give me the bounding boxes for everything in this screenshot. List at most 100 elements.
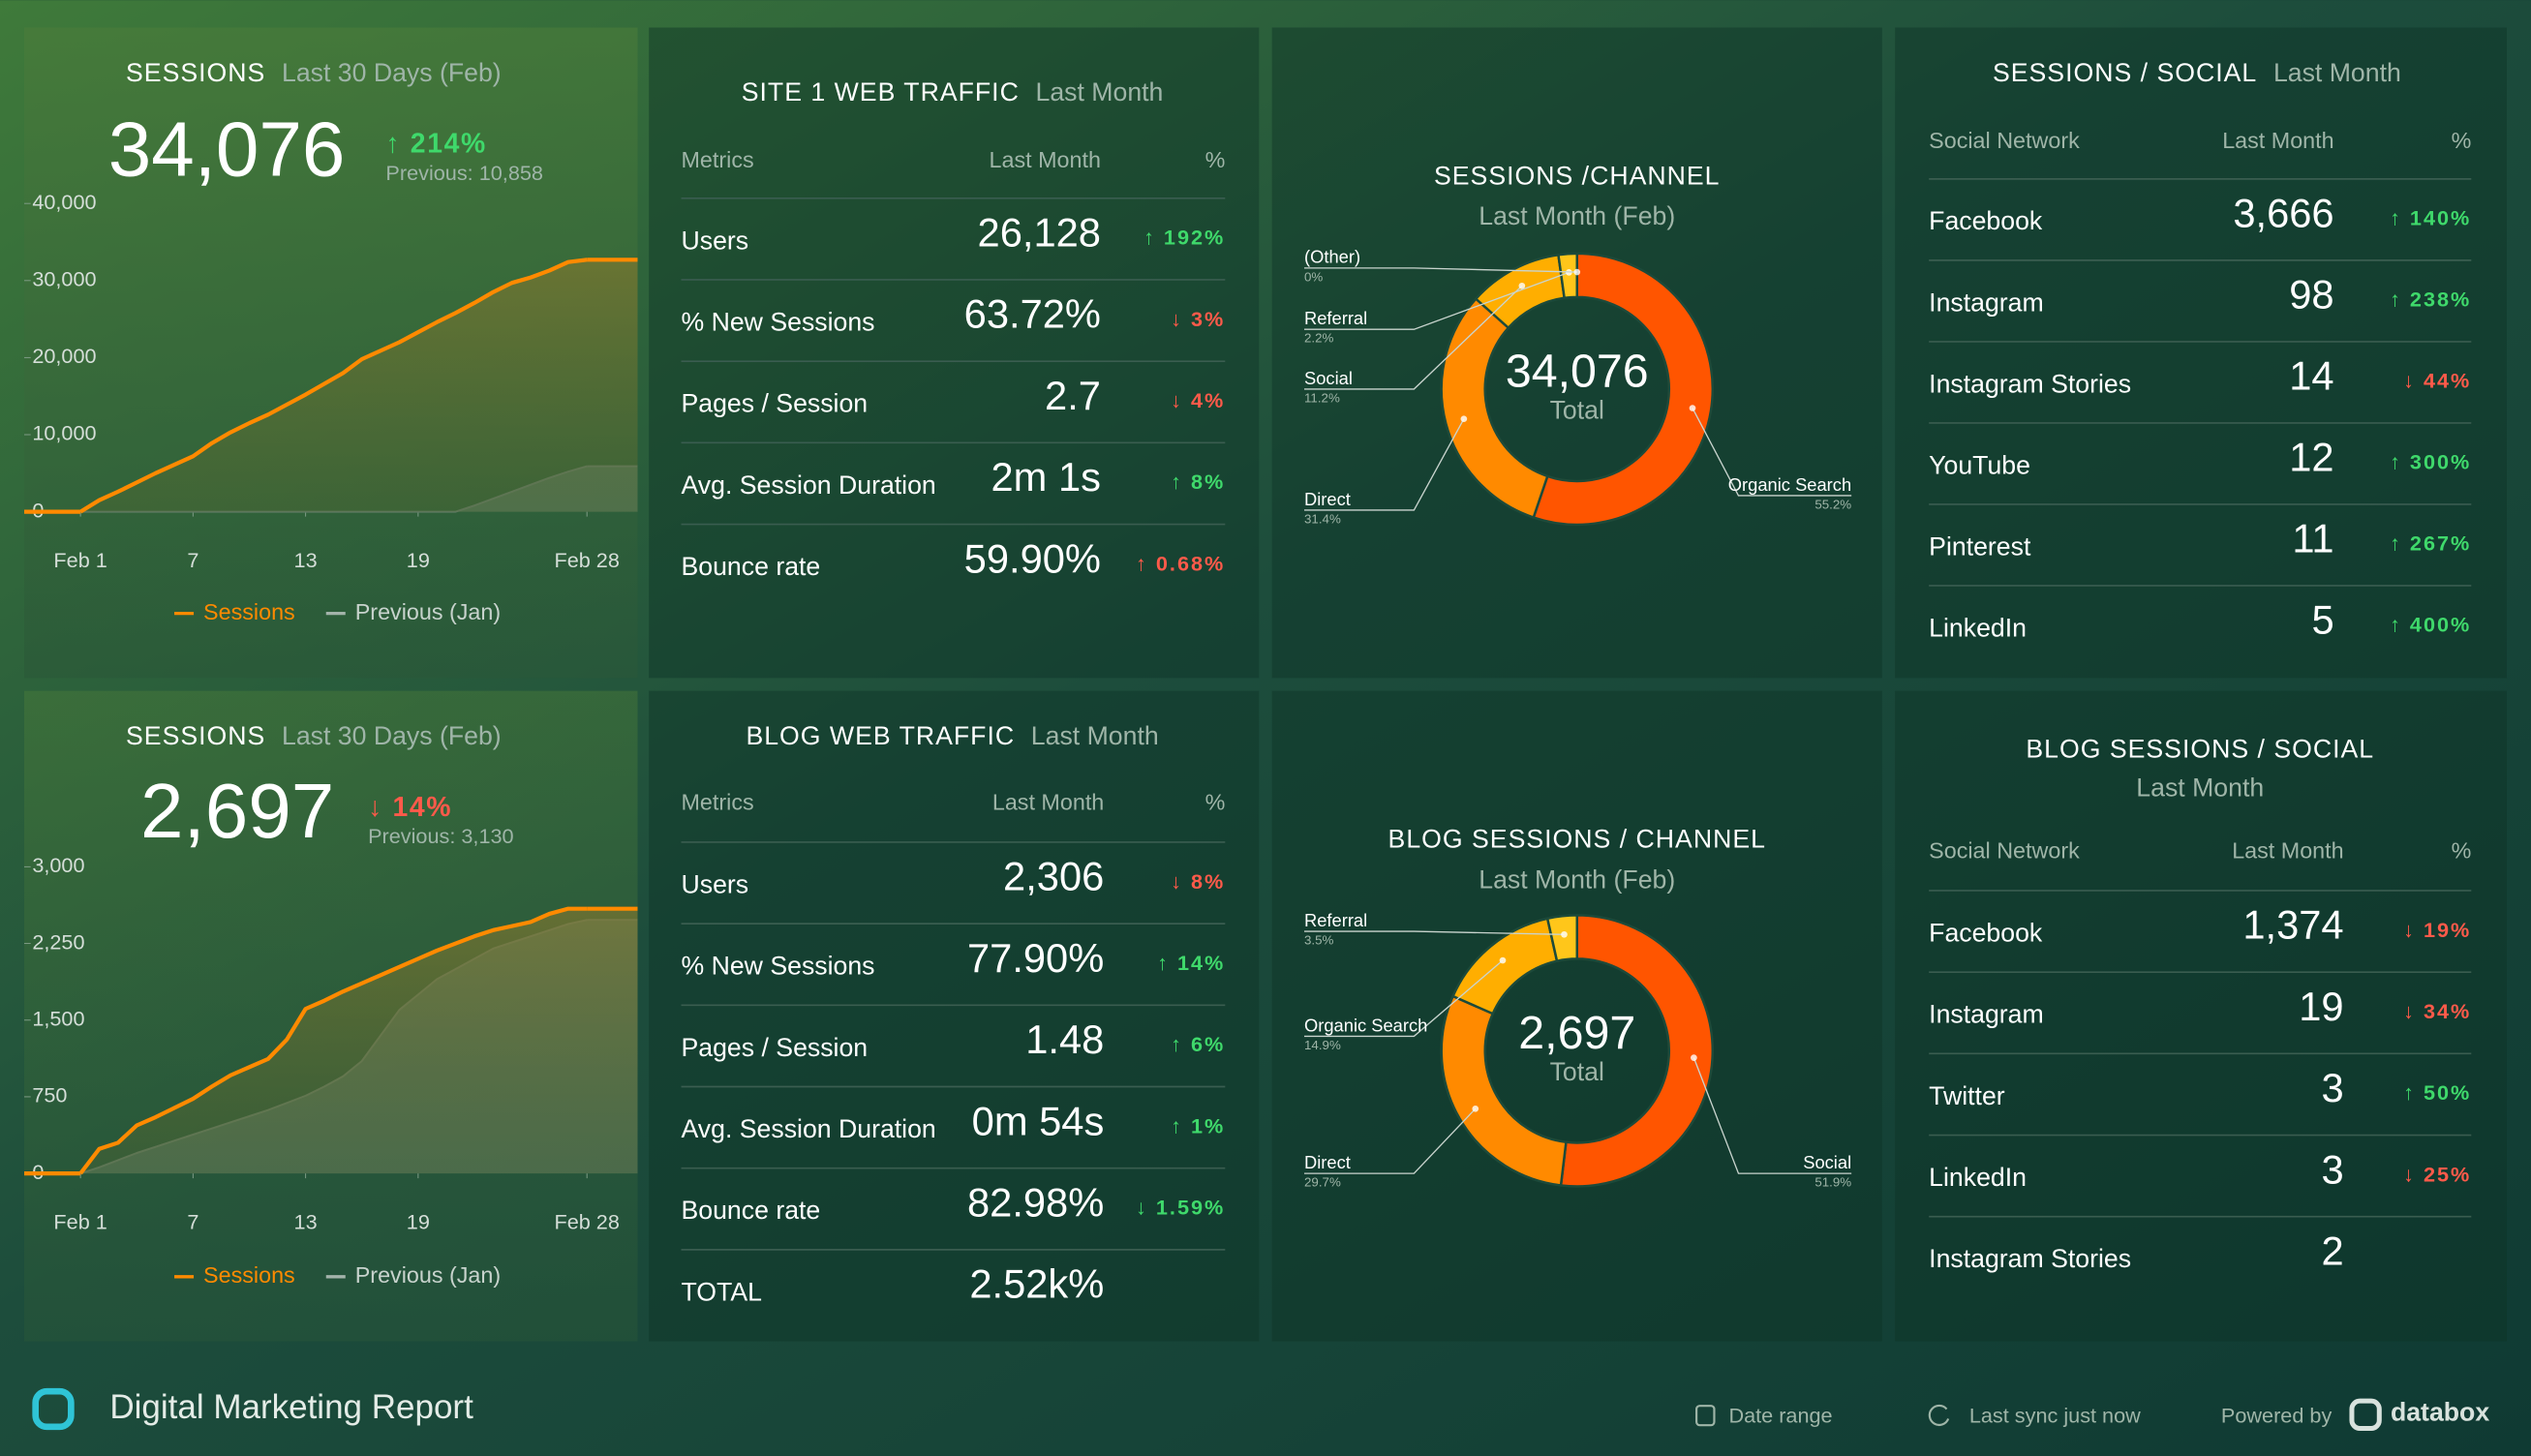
pie-slice [1559,914,1714,1188]
sync-status: Last sync just now [1969,1404,2141,1428]
legend-label: Sessions [203,1262,295,1288]
slice-label: Organic Search [1304,1015,1427,1035]
line-extension [24,906,638,1176]
row-value: 14 [2289,353,2333,399]
legend-label: Sessions [203,599,295,624]
report-title: Digital Marketing Report [109,1388,473,1426]
panel [1895,27,2507,679]
panel-title: SESSIONS /CHANNEL [1434,162,1721,191]
series-line [79,258,588,514]
series-line [78,906,588,1175]
leader-dot [1499,956,1507,964]
panel-title: BLOG SESSIONS / SOCIAL [2026,734,2374,763]
leader-dot [1561,930,1568,938]
row-change: ↓ 1.59% [1136,1196,1225,1220]
panel-heading: BLOG WEB TRAFFIC Last Month [746,721,1158,750]
panel-heading: BLOG SESSIONS / CHANNEL [1388,825,1766,854]
y-tick-label: 30,000 [32,267,96,291]
slice-label: Direct [1304,489,1351,509]
row-label: Bounce rate [682,1196,821,1225]
panel-heading: BLOG SESSIONS / SOCIAL [2026,734,2374,763]
panel-heading: SESSIONS Last 30 Days (Feb) [126,721,502,750]
panel-title: SESSIONS [126,58,265,87]
x-tick-label: 19 [407,548,430,572]
leader-line [1304,418,1465,511]
slice-label: Social [1304,368,1353,388]
row-label: Avg. Session Duration [682,1114,936,1143]
donut-total-label: Total [1550,395,1604,424]
row-value: 1.48 [1025,1016,1104,1062]
row-value: 63.72% [964,291,1101,337]
y-tick-label: 40,000 [32,190,96,214]
row-value: 0m 54s [972,1098,1105,1143]
slice-value: 14.9% [1304,1038,1341,1052]
date-range: Date range [1728,1404,1832,1428]
row-value: 77.90% [967,935,1104,981]
x-tick-label: 7 [187,1210,198,1234]
leader-line [1304,1107,1477,1174]
row-label: Users [682,869,749,898]
leader-line [1304,959,1504,1038]
row-value: 82.98% [967,1179,1104,1225]
brand-logo [2349,1398,2382,1432]
leader-line [1692,1057,1852,1174]
row-value: 26,128 [978,210,1101,256]
row-change: ↓ 44% [2403,369,2471,393]
y-tick-label: 3,000 [32,853,84,877]
panel-subtitle: Last Month [1036,77,1164,106]
donut-total-label: Total [1550,1057,1604,1086]
powered-by: Powered by [2221,1404,2333,1428]
row-label: Instagram [1929,288,2044,317]
panel [1271,27,1882,679]
row-change: ↓ 19% [2403,918,2471,942]
row-label: Instagram [1929,1000,2044,1029]
row-label: Users [682,226,749,255]
slice-value: 31.4% [1304,511,1341,526]
row-change: ↓ 4% [1171,388,1225,412]
column-header: Last Month [2222,128,2333,153]
slice-value: 29.7% [1304,1175,1341,1190]
row-value: 3 [2321,1146,2343,1192]
panel-subtitle: Last Month [2273,58,2401,87]
panel-title: SESSIONS [126,721,265,750]
pie-slice [1440,296,1549,520]
leader-dot [1460,415,1468,423]
panel-title: BLOG WEB TRAFFIC [746,721,1015,750]
brand: databox [2391,1398,2489,1427]
row-value: 2 [2321,1228,2343,1273]
row-value: 2.52k% [969,1261,1104,1307]
panel-title: SITE 1 WEB TRAFFIC [742,77,1020,106]
panel-subtitle: Last 30 Days (Feb) [282,58,502,87]
row-change: ↓ 3% [1171,307,1225,331]
panel [1271,690,1882,1342]
panel-title: SESSIONS / SOCIAL [1993,58,2257,87]
panel-subtitle: Last Month [2136,773,2264,802]
column-header: Metrics [682,790,754,815]
row-value: 11 [2292,516,2333,561]
leader-line [1304,285,1523,390]
column-header: Last Month [990,147,1101,172]
slice-value: 2.2% [1304,331,1334,346]
row-change: ↓ 25% [2403,1162,2471,1186]
x-tick-label: Feb 1 [53,1210,107,1234]
leader-line [1304,267,1577,273]
panel [649,27,1260,679]
row-label: YouTube [1929,450,2030,479]
row-change: ↑ 8% [1171,470,1225,494]
column-header: % [2452,838,2472,864]
panel-subtitle: Last Month [1031,721,1159,750]
slice-value: 55.2% [1814,497,1851,511]
legend-label: Previous (Jan) [355,1262,501,1288]
row-label: Avg. Session Duration [682,470,936,500]
row-label: Instagram Stories [1929,1244,2131,1273]
calendar-icon [1695,1405,1716,1427]
row-value: 3 [2321,1065,2343,1110]
big-number: 34,076 [108,106,346,192]
row-label: Facebook [1929,918,2043,947]
row-change: ↑ 50% [2403,1080,2471,1105]
previous: Previous: 3,130 [368,824,513,848]
panel [1895,690,2507,1342]
row-change: ↓ 34% [2403,999,2471,1023]
y-tick-label: 1,500 [32,1006,84,1030]
slice-label: Referral [1304,910,1367,930]
